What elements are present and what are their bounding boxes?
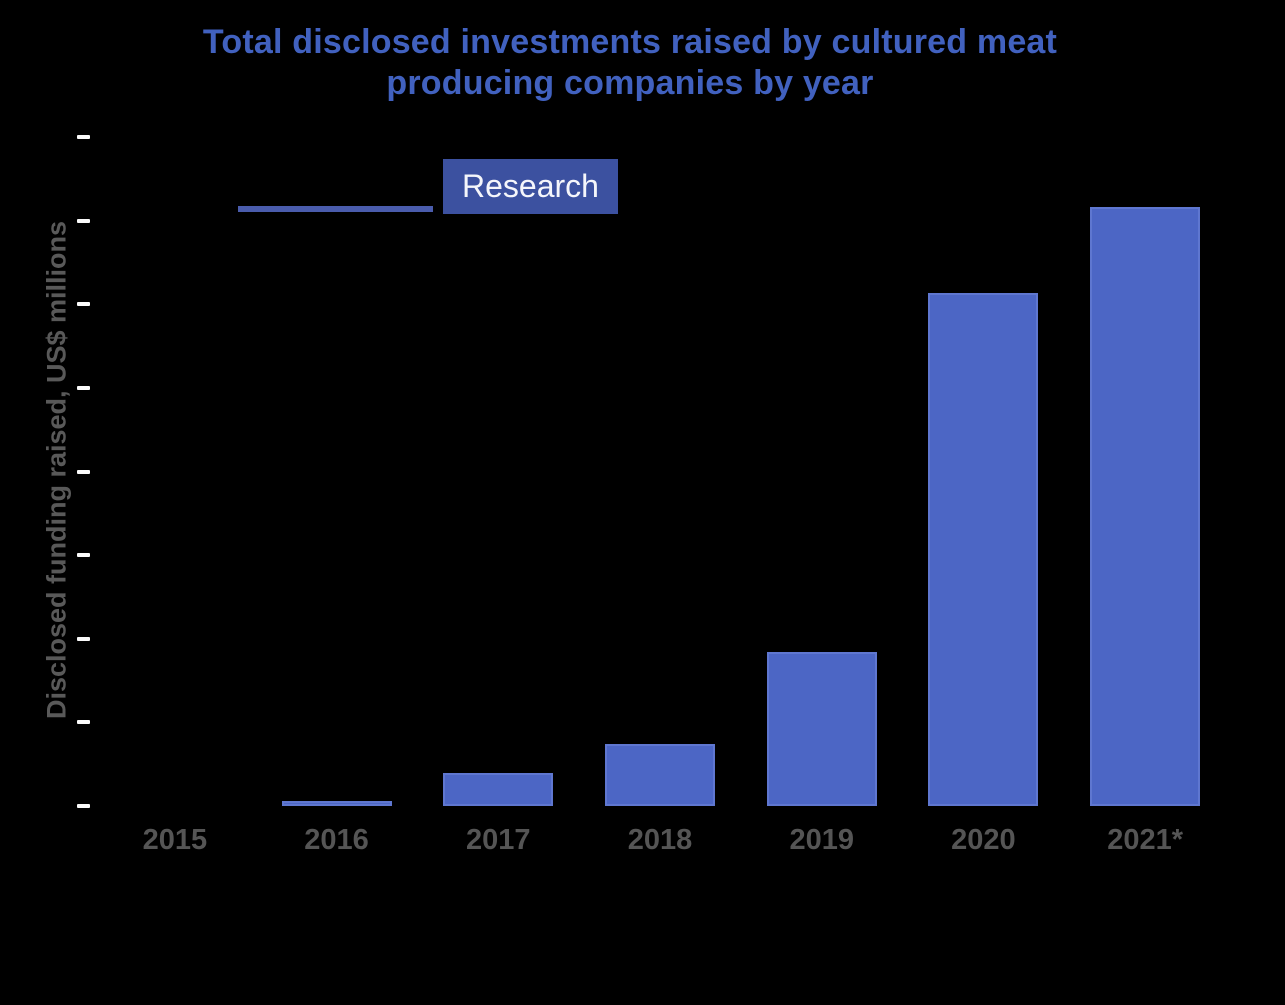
x-axis-label-2015: 2015 [142,824,208,856]
y-axis-tick [77,469,90,474]
x-axis-label-2017: 2017 [466,824,531,856]
y-axis-tick [77,218,90,223]
y-axis-tick [77,804,90,808]
bar-2019 [766,652,877,806]
y-axis-label: Disclosed funding raised, US$ millions [41,220,72,720]
y-axis-tick [77,636,90,641]
bar-2018 [605,744,715,806]
research-badge: Research [443,159,618,214]
bar-2017 [443,773,554,806]
chart-title-line1: Total disclosed investments raised by cu… [202,23,1058,61]
y-axis-tick [77,720,90,725]
bar-2020 [928,293,1039,806]
y-axis-ticks [77,0,90,1005]
x-axis-label-2018: 2018 [627,824,693,856]
brand-logo-underline [238,206,433,212]
bar-2016 [281,801,392,806]
x-axis-label-2021: 2021* [1107,824,1184,856]
plot-area [94,137,1226,806]
y-axis-tick [77,302,90,307]
y-axis-tick [77,553,90,558]
x-axis-label-2016: 2016 [304,824,369,856]
research-badge-label: Research [462,168,599,204]
chart-title: Total disclosed investments raised by cu… [0,22,1260,104]
x-axis-label-2019: 2019 [789,824,854,856]
chart-title-line2: producing companies by year [386,64,874,102]
bar-2021 [1090,207,1201,806]
x-axis-label-2020: 2020 [951,824,1016,856]
y-axis-tick [77,385,90,390]
x-axis-labels: 2015 2016 2017 2018 2019 2020 2021* [94,824,1226,864]
y-axis-tick [77,135,90,139]
